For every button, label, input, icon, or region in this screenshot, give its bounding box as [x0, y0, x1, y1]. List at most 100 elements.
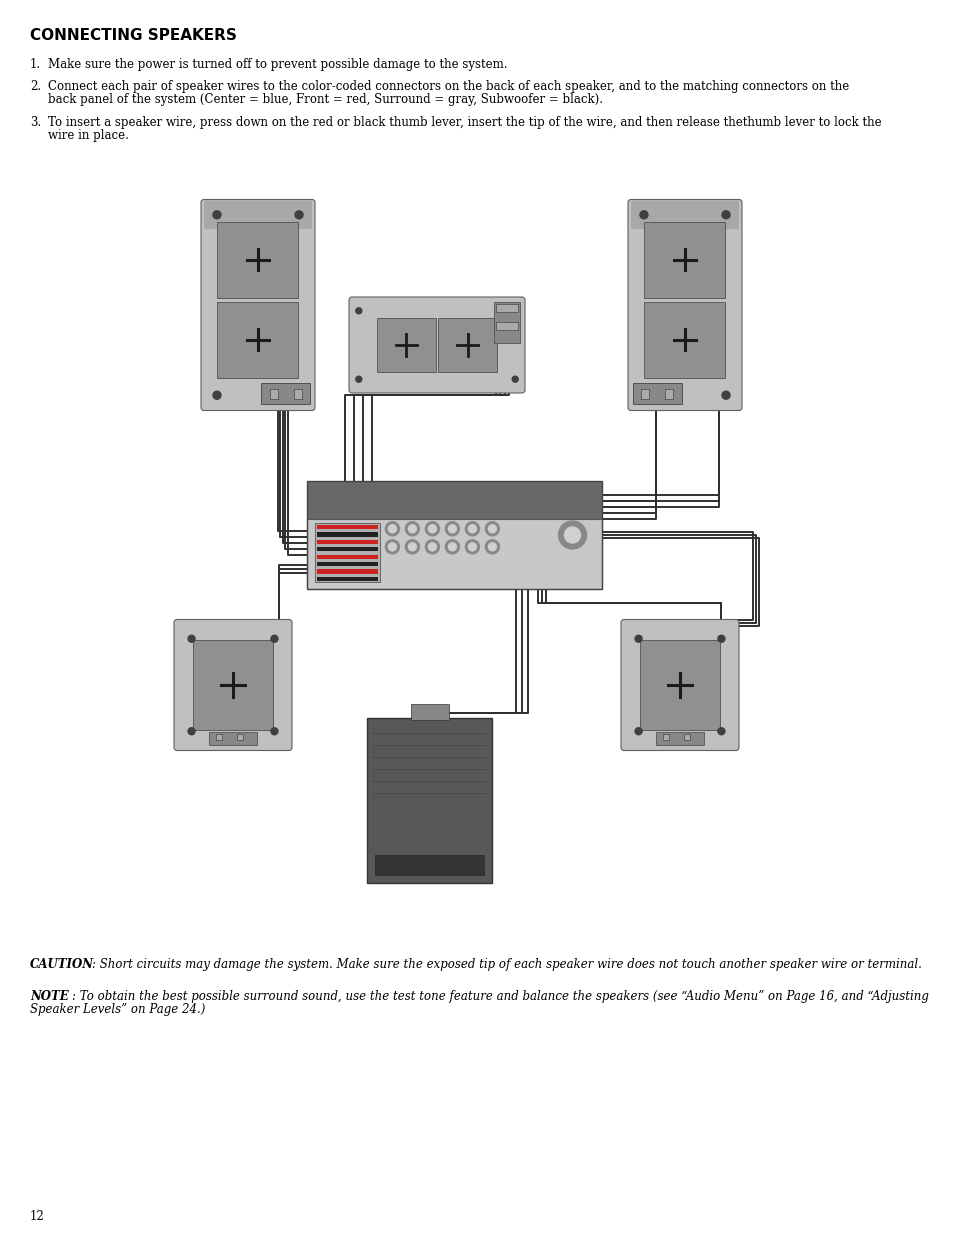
Bar — [367, 718, 492, 883]
Circle shape — [408, 525, 416, 532]
Circle shape — [718, 727, 724, 735]
Circle shape — [721, 391, 729, 399]
Bar — [193, 640, 273, 730]
Circle shape — [271, 727, 277, 735]
Bar — [294, 389, 301, 399]
Bar — [307, 519, 602, 589]
Circle shape — [355, 308, 361, 314]
FancyBboxPatch shape — [349, 296, 524, 393]
Circle shape — [188, 635, 194, 642]
Bar — [665, 389, 673, 399]
Circle shape — [385, 540, 399, 553]
Circle shape — [468, 543, 476, 551]
Bar — [317, 562, 378, 567]
Text: 2.: 2. — [30, 80, 41, 93]
Text: Connect each pair of speaker wires to the color-coded connectors on the back of : Connect each pair of speaker wires to th… — [48, 80, 848, 93]
Circle shape — [635, 635, 641, 642]
Bar — [236, 734, 243, 740]
FancyBboxPatch shape — [627, 200, 741, 410]
Text: 12: 12 — [30, 1210, 45, 1223]
Bar — [494, 303, 519, 342]
Circle shape — [485, 522, 498, 536]
Circle shape — [465, 522, 479, 536]
Bar — [317, 540, 378, 545]
Bar — [217, 222, 298, 298]
Bar — [317, 577, 378, 582]
Bar — [317, 532, 378, 537]
Circle shape — [639, 391, 647, 399]
Circle shape — [445, 540, 459, 553]
Circle shape — [188, 727, 194, 735]
Circle shape — [448, 525, 456, 532]
Circle shape — [512, 377, 517, 382]
Bar — [317, 547, 378, 552]
Text: NOTE: NOTE — [30, 990, 69, 1003]
Bar — [633, 383, 680, 404]
Circle shape — [428, 543, 436, 551]
Circle shape — [385, 522, 399, 536]
Bar — [639, 640, 720, 730]
Circle shape — [294, 391, 303, 399]
Circle shape — [445, 522, 459, 536]
Bar — [437, 317, 497, 372]
Text: Make sure the power is turned off to prevent possible damage to the system.: Make sure the power is turned off to pre… — [48, 58, 507, 70]
Text: Speaker Levels” on Page 24.): Speaker Levels” on Page 24.) — [30, 1003, 205, 1016]
FancyBboxPatch shape — [204, 200, 312, 230]
FancyBboxPatch shape — [630, 200, 739, 230]
Bar — [261, 383, 310, 404]
Text: : To obtain the best possible surround sound, use the test tone feature and bala: : To obtain the best possible surround s… — [71, 990, 928, 1003]
Text: To insert a speaker wire, press down on the red or black thumb lever, insert the: To insert a speaker wire, press down on … — [48, 116, 881, 128]
Circle shape — [488, 543, 496, 551]
Bar — [644, 222, 724, 298]
Circle shape — [294, 211, 303, 219]
Circle shape — [355, 377, 361, 382]
Circle shape — [448, 543, 456, 551]
Circle shape — [488, 525, 496, 532]
Circle shape — [485, 540, 498, 553]
Bar — [375, 855, 484, 874]
Bar — [307, 480, 602, 589]
Circle shape — [271, 635, 277, 642]
Circle shape — [721, 211, 729, 219]
Circle shape — [388, 543, 396, 551]
Circle shape — [465, 540, 479, 553]
Circle shape — [635, 727, 641, 735]
Circle shape — [512, 308, 517, 314]
Bar — [270, 389, 277, 399]
Bar — [210, 732, 256, 745]
Circle shape — [213, 211, 221, 219]
FancyBboxPatch shape — [620, 620, 739, 751]
Text: : Short circuits may damage the system. Make sure the exposed tip of each speake: : Short circuits may damage the system. … — [91, 958, 921, 971]
Circle shape — [425, 540, 439, 553]
Circle shape — [558, 521, 586, 550]
Bar — [317, 555, 378, 559]
Bar — [317, 525, 378, 530]
Text: CONNECTING SPEAKERS: CONNECTING SPEAKERS — [30, 28, 236, 43]
FancyBboxPatch shape — [173, 620, 292, 751]
Bar — [217, 301, 298, 378]
Text: 3.: 3. — [30, 116, 41, 128]
Text: 1.: 1. — [30, 58, 41, 70]
Circle shape — [388, 525, 396, 532]
Circle shape — [405, 540, 419, 553]
Bar — [656, 732, 702, 745]
FancyBboxPatch shape — [201, 200, 314, 410]
Bar — [315, 522, 380, 582]
Bar — [496, 304, 517, 312]
Bar — [683, 734, 689, 740]
Bar — [644, 301, 724, 378]
Bar — [376, 317, 436, 372]
Text: CAUTION: CAUTION — [30, 958, 94, 971]
Circle shape — [428, 525, 436, 532]
Circle shape — [718, 635, 724, 642]
Bar — [411, 704, 448, 720]
Circle shape — [408, 543, 416, 551]
Circle shape — [425, 522, 439, 536]
Circle shape — [468, 525, 476, 532]
Circle shape — [639, 211, 647, 219]
Text: back panel of the system (Center = blue, Front = red, Surround = gray, Subwoofer: back panel of the system (Center = blue,… — [48, 93, 602, 106]
Circle shape — [405, 522, 419, 536]
Bar — [317, 569, 378, 574]
Bar — [215, 734, 222, 740]
Bar — [496, 322, 517, 330]
